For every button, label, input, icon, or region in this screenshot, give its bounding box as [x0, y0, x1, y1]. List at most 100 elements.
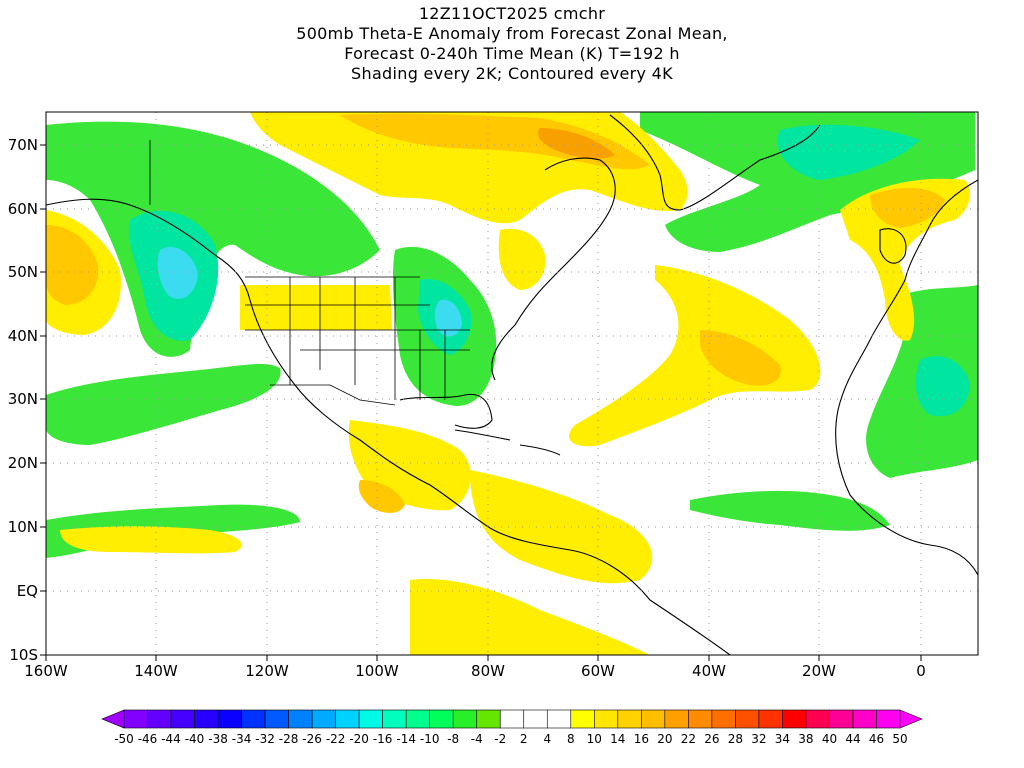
colorbar-swatch	[523, 709, 548, 729]
pos-region-south-america	[410, 579, 650, 655]
neg-core-west-africa	[915, 356, 970, 417]
pos-region-atlantic-plume	[569, 265, 821, 447]
title-line-3: Forecast 0-240h Time Mean (K) T=192 h	[344, 44, 680, 63]
coast-greenland	[609, 114, 821, 211]
neg-core-greenland	[777, 124, 920, 180]
colorbar-swatch	[123, 709, 148, 729]
neg-region-npac-band	[46, 364, 281, 445]
colorbar-label: -44	[161, 732, 181, 746]
border-state-lines	[245, 277, 470, 400]
colorbar-label: -26	[302, 732, 322, 746]
colorbar-swatch	[311, 709, 336, 729]
colorbar-label: 44	[845, 732, 861, 746]
colorbar-swatch	[688, 709, 713, 729]
lon-label-140w: 140W	[134, 662, 178, 680]
coast-uk	[879, 228, 907, 264]
lat-label-70n: 70N	[7, 136, 38, 154]
colorbar-swatch	[264, 709, 289, 729]
colorbar-label: -32	[255, 732, 275, 746]
lon-label-20w: 20W	[802, 662, 836, 680]
anomaly-shading	[46, 112, 978, 655]
colorbar-swatch	[405, 709, 430, 729]
colorbar-swatch	[429, 709, 454, 729]
title-line-2: 500mb Theta-E Anomaly from Forecast Zona…	[296, 24, 728, 43]
colorbar-swatch	[617, 709, 642, 729]
colorbar-label: -34	[231, 732, 252, 746]
colorbar-label: -22	[325, 732, 346, 746]
colorbar-label: 34	[774, 732, 791, 746]
colorbar-swatch	[217, 709, 242, 729]
colorbar-label: -4	[470, 732, 483, 746]
colorbar-label: 32	[751, 732, 767, 746]
colorbar-label: 14	[610, 732, 626, 746]
title-block: 12Z11OCT2025 cmchr 500mb Theta-E Anomaly…	[0, 4, 1024, 84]
colorbar-label: 46	[868, 732, 885, 746]
colorbar-label: -8	[447, 732, 460, 746]
colorbar-swatch	[782, 709, 807, 729]
coastlines	[46, 114, 978, 655]
colorbar-label: -28	[278, 732, 299, 746]
colorbar-label: 38	[798, 732, 814, 746]
lat-label-10s: 10S	[9, 646, 38, 664]
colorbar-arrow-left	[101, 709, 125, 729]
political-borders	[149, 140, 470, 406]
lat-label-eq: EQ	[16, 582, 38, 600]
colorbar-label: -40	[184, 732, 205, 746]
colorbar-label: -46	[137, 732, 158, 746]
lon-label-160w: 160W	[24, 662, 68, 680]
colorbar	[101, 709, 923, 729]
colorbar-swatch	[711, 709, 736, 729]
coast-caribbean-islands	[454, 429, 561, 456]
colorbar-label: 4	[543, 732, 552, 746]
colorbar-swatch	[758, 709, 783, 729]
colorbar-swatch	[664, 709, 689, 729]
colorbar-arrow-right	[899, 709, 923, 729]
pos-region-west-us	[240, 285, 392, 330]
lon-label-0: 0	[916, 662, 926, 680]
colorbar-swatch	[570, 709, 595, 729]
colorbar-label: 2	[519, 732, 528, 746]
colorbar-label: -10	[419, 732, 440, 746]
colorbar-swatch	[382, 709, 407, 729]
pos-region-hudson	[498, 228, 546, 290]
colorbar-swatch	[452, 709, 478, 729]
colorbar-swatch	[358, 709, 383, 729]
coast-gulf	[399, 393, 493, 429]
colorbar-label: -2	[494, 732, 507, 746]
lon-label-60w: 60W	[581, 662, 615, 680]
colorbar-swatch	[335, 709, 360, 729]
pos-region-tropical-pacific	[60, 526, 242, 554]
lat-label-30n: 30N	[7, 390, 38, 408]
lat-label-40n: 40N	[7, 327, 38, 345]
colorbar-swatch	[288, 709, 313, 729]
colorbar-label: 26	[704, 732, 720, 746]
colorbar-swatch	[735, 709, 760, 729]
coast-north-america	[46, 157, 616, 529]
title-line-1: 12Z11OCT2025 cmchr	[418, 4, 606, 23]
pos-core-center-canada	[538, 128, 615, 159]
neg-region-tropical-atlantic	[690, 490, 890, 531]
colorbar-label: 16	[633, 732, 649, 746]
neg-region-alaska-pacific	[46, 121, 380, 357]
colorbar-label: -50	[114, 732, 134, 746]
colorbar-swatch	[876, 709, 901, 729]
lat-label-10n: 10N	[7, 518, 38, 536]
coast-europe-africa	[835, 179, 978, 576]
colorbar-swatch	[546, 709, 572, 729]
colorbar-label: 22	[680, 732, 696, 746]
colorbar-swatch	[476, 709, 501, 729]
lon-label-100w: 100W	[355, 662, 399, 680]
colorbar-label: -14	[396, 732, 416, 746]
colorbar-swatch	[147, 709, 172, 729]
colorbar-label: -16	[372, 732, 393, 746]
colorbar-swatch	[194, 709, 219, 729]
colorbar-swatch	[594, 709, 619, 729]
border-us-mexico	[270, 384, 396, 406]
lat-label-50n: 50N	[7, 263, 38, 281]
pos-core-europe	[870, 188, 945, 228]
colorbar-swatch	[805, 709, 830, 729]
colorbar-label: 28	[727, 732, 744, 746]
lon-label-80w: 80W	[471, 662, 505, 680]
tick-marks	[40, 144, 922, 661]
